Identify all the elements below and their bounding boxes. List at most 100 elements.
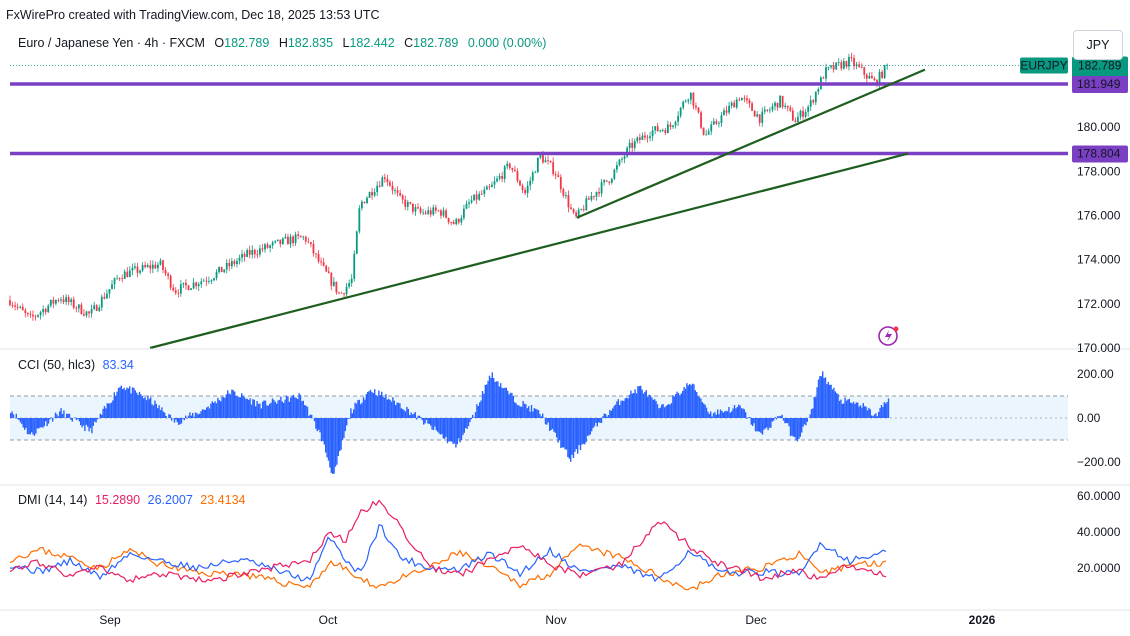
candle-body xyxy=(419,208,422,213)
cci-bar xyxy=(855,402,857,418)
candle-body xyxy=(157,264,159,269)
candle-body xyxy=(781,95,784,107)
ticker-tag xyxy=(1020,57,1068,74)
candle-body xyxy=(797,116,799,123)
symbol-legend[interactable]: Euro / Japanese Yen · 4h · FXCM O182.789… xyxy=(18,36,546,50)
cci-bar xyxy=(413,413,415,418)
cci-bar xyxy=(319,418,321,433)
cci-bar xyxy=(658,408,660,418)
cci-bar xyxy=(316,418,318,432)
cci-bar xyxy=(281,401,283,418)
candle-body xyxy=(575,212,577,217)
cci-bar xyxy=(431,418,433,430)
cci-bar xyxy=(87,418,89,427)
candle-body xyxy=(557,175,560,178)
cci-bar xyxy=(61,413,64,418)
candle-body xyxy=(567,195,570,208)
cci-bar xyxy=(830,384,832,418)
cci-bar xyxy=(574,418,576,452)
cci-bar xyxy=(12,414,15,418)
candle-body xyxy=(715,121,718,124)
cci-bar xyxy=(707,411,709,418)
cci-legend[interactable]: CCI (50, hlc3) 83.34 xyxy=(18,358,134,372)
candle-body xyxy=(748,100,751,104)
cci-bar xyxy=(96,418,99,420)
dmi-legend[interactable]: DMI (14, 14) 15.2890 26.2007 23.4134 xyxy=(18,493,245,507)
cci-bar xyxy=(287,396,289,418)
candle-body xyxy=(501,175,504,179)
price-tick-label: 172.000 xyxy=(1077,297,1121,311)
cci-bar xyxy=(294,397,296,418)
cci-bar xyxy=(75,418,78,421)
candle-body xyxy=(77,304,80,309)
cci-bar xyxy=(460,418,463,441)
cci-bar xyxy=(654,399,656,418)
cci-bar xyxy=(663,407,666,418)
candle-body xyxy=(493,181,496,185)
cci-bar xyxy=(568,418,570,459)
cci-bar xyxy=(396,402,398,418)
cci-bar xyxy=(698,397,701,418)
cci-bar xyxy=(476,404,478,418)
cci-bar xyxy=(483,393,485,418)
candle-body xyxy=(822,77,825,79)
candle-body xyxy=(735,99,738,108)
candle-body xyxy=(368,192,371,198)
cci-bar xyxy=(255,406,257,418)
candle-body xyxy=(113,278,116,285)
cci-bar xyxy=(273,399,275,418)
candle-body xyxy=(34,316,37,318)
cci-bar xyxy=(789,418,792,437)
candle-body xyxy=(871,75,873,79)
flash-icon-ring xyxy=(878,326,898,346)
candle-body xyxy=(327,271,330,274)
cci-bar xyxy=(358,399,360,418)
candle-body xyxy=(103,296,106,299)
candle-body xyxy=(707,131,710,135)
cci-bar xyxy=(66,413,68,418)
cci-bar xyxy=(595,418,597,423)
candle-body xyxy=(315,253,317,255)
cci-bar xyxy=(708,413,710,418)
cci-bar xyxy=(869,409,871,418)
candle-body xyxy=(661,129,664,131)
candle-body xyxy=(93,305,96,309)
cci-bar xyxy=(848,398,850,418)
candle-body xyxy=(243,254,246,257)
candle-body xyxy=(197,284,200,287)
cci-bar xyxy=(340,418,342,450)
candle-body xyxy=(682,101,685,108)
cci-bar xyxy=(564,418,566,450)
cci-bar xyxy=(619,405,621,418)
cci-bar xyxy=(732,408,734,418)
cci-bar xyxy=(696,392,698,418)
candle-body xyxy=(98,307,101,311)
cci-bar xyxy=(238,397,240,418)
cci-bar xyxy=(491,372,493,418)
candle-body xyxy=(649,136,651,139)
candle-body xyxy=(689,92,692,100)
cci-bar xyxy=(850,402,852,418)
cci-bar xyxy=(115,395,117,418)
cci-bar xyxy=(829,384,831,418)
candle-body xyxy=(644,135,646,138)
cci-bar xyxy=(665,406,667,418)
cci-bar xyxy=(605,414,607,418)
cci-bar xyxy=(353,409,355,418)
candle-body xyxy=(52,299,55,304)
candle-body xyxy=(317,253,320,262)
cci-bar xyxy=(683,387,685,418)
cci-bar xyxy=(381,391,383,418)
cci-bar xyxy=(817,379,820,418)
cci-bar xyxy=(22,418,24,428)
cci-bar xyxy=(351,413,353,418)
cci-bar xyxy=(256,401,258,418)
cci-bar xyxy=(512,395,514,418)
candle-body xyxy=(613,169,616,179)
currency-selector[interactable]: JPY xyxy=(1073,30,1123,60)
cci-bar xyxy=(376,396,379,418)
candle-body xyxy=(401,195,404,200)
cci-bar xyxy=(868,407,870,418)
candle-body xyxy=(366,197,368,204)
cci-bar xyxy=(704,404,706,418)
